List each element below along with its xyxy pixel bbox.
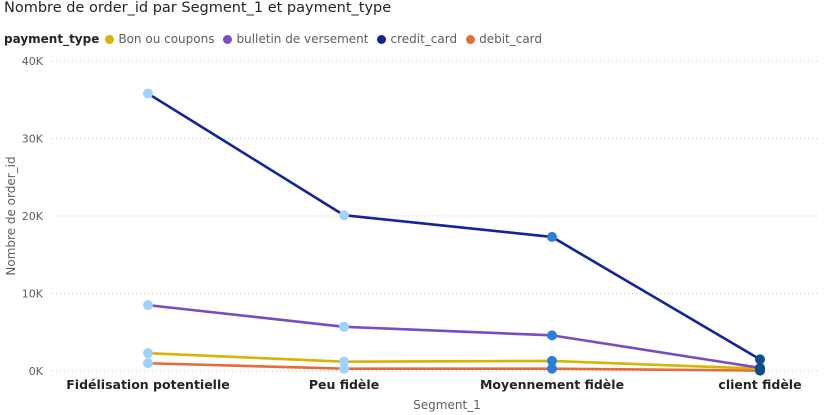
legend-marker: [223, 34, 233, 44]
data-point: [547, 355, 557, 366]
series-line-credit-card: [146, 92, 762, 361]
legend-label: bulletin de versement: [236, 32, 369, 46]
series-lines: [146, 92, 762, 372]
data-points: [143, 88, 765, 376]
data-point: [547, 330, 557, 341]
legend-label: credit_card: [390, 32, 458, 46]
series-line-bulletin-de-versement: [146, 303, 762, 370]
data-point: [143, 88, 153, 99]
legend-item-bulletin-de-versement[interactable]: bulletin de versement: [223, 32, 368, 46]
y-axis-label: Nombre de order_id: [4, 156, 18, 275]
x-tick-label: client fidèle: [718, 377, 801, 392]
data-point: [143, 300, 153, 311]
legend-item-debit-card[interactable]: debit_card: [466, 32, 542, 46]
data-point: [143, 358, 153, 369]
y-tick-label: 40K: [22, 55, 44, 68]
data-point: [547, 363, 557, 374]
x-axis-ticks: Fidélisation potentielle Peu fidèle Moyenn…: [66, 377, 801, 392]
y-tick-label: 10K: [22, 288, 44, 301]
data-point: [339, 356, 349, 367]
data-point: [755, 362, 765, 373]
legend-label: Bon ou coupons: [118, 32, 215, 46]
y-tick-label: 20K: [22, 210, 44, 223]
legend-marker: [105, 34, 115, 44]
y-tick-label: 0K: [29, 365, 44, 378]
data-point: [755, 354, 765, 365]
legend-marker: [466, 34, 476, 44]
x-tick-label: Moyennement fidèle: [480, 377, 624, 392]
y-axis-ticks: 0K 10K 20K 30K 40K: [22, 55, 44, 378]
x-tick-label: Fidélisation potentielle: [66, 377, 229, 392]
x-tick-label: Peu fidèle: [309, 377, 379, 392]
legend-title: payment_type: [4, 32, 100, 46]
series-line-debit-card: [146, 361, 762, 372]
chart-title: Nombre de order_id par Segment_1 et paym…: [4, 0, 392, 16]
legend-item-bon-ou-coupons[interactable]: Bon ou coupons: [105, 32, 214, 46]
data-point: [339, 363, 349, 374]
data-point: [339, 321, 349, 332]
legend: payment_type Bon ou coupons bulletin de …: [4, 31, 551, 47]
legend-label: debit_card: [479, 32, 543, 46]
data-point: [143, 348, 153, 359]
series-line-bon-ou-coupons: [146, 351, 762, 370]
y-tick-label: 30K: [22, 133, 44, 146]
legend-marker: [377, 34, 387, 44]
data-point: [547, 231, 557, 242]
data-point: [339, 210, 349, 221]
x-axis-label: Segment_1: [413, 398, 481, 412]
legend-item-credit-card[interactable]: credit_card: [377, 32, 457, 46]
